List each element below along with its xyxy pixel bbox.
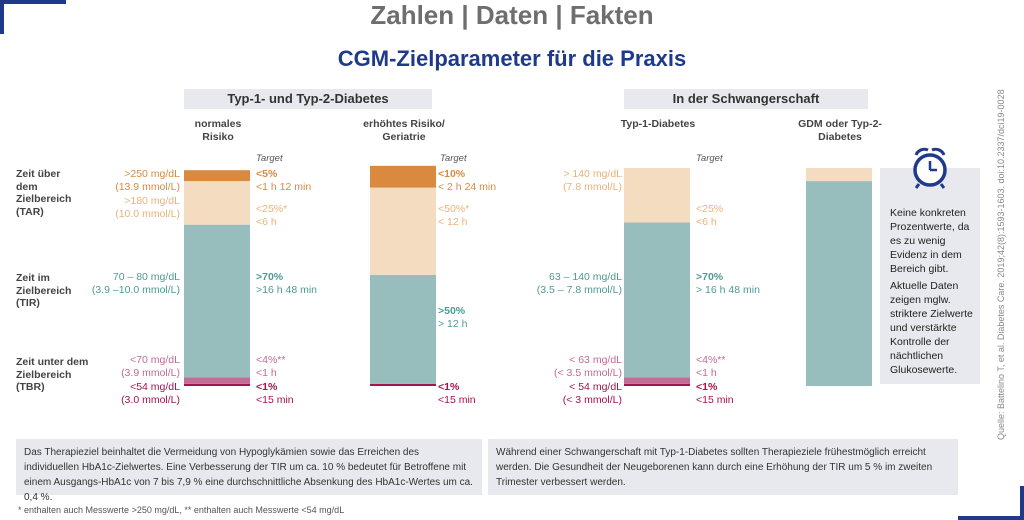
target-label: Target [256, 153, 283, 164]
target-normal-tbr-vlow: <1% <15 min [256, 381, 294, 406]
bar-segment [370, 187, 436, 275]
target-elevated-tar-high: <10% < 2 h 24 min [438, 168, 497, 193]
note-text-1: Keine konkreten Prozentwerte, da es zu w… [890, 207, 970, 275]
target-elevated-tir: >50% > 12 h [438, 305, 468, 330]
target-t1d-tir: >70% > 16 h 48 min [696, 271, 760, 296]
bar-segment [624, 377, 690, 384]
bar-segment [370, 274, 436, 384]
footnote: * enthalten auch Messwerte >250 mg/dL, *… [18, 505, 345, 515]
range-label-tar-low: >180 mg/dL (10.0 mmol/L) [115, 195, 180, 220]
bar-segment [624, 168, 690, 223]
target-normal-tar-high: <5% <1 h 12 min [256, 168, 312, 193]
target-normal-tar-low: <25%* <6 h [256, 203, 288, 228]
row-label-tbr: Zeit unter dem Zielbereich (TBR) [16, 356, 89, 393]
row-label-tar: Zeit über dem Zielbereich (TAR) [16, 168, 72, 218]
corner-decoration-bottom-right [958, 486, 1024, 520]
corner-decoration-top-left [0, 0, 66, 34]
alarm-clock-icon [913, 147, 947, 189]
bar-segment [184, 383, 250, 386]
bar-segment [370, 383, 436, 386]
range-label-preg-tir: 63 – 140 mg/dL (3.5 – 7.8 mmol/L) [536, 271, 622, 296]
column-header-normal-risk: normales Risiko [194, 118, 242, 143]
target-normal-tbr-low: <4%** <1 h [256, 354, 286, 379]
bar-segment [184, 377, 250, 384]
source-citation: Quelle: Battelino T, et al. Diabetes Car… [996, 89, 1006, 440]
target-elevated-tbr-vlow: <1% <15 min [438, 381, 476, 406]
range-label-preg-tbr-vlow: < 54 mg/dL (< 3 mmol/L) [562, 381, 622, 406]
column-header-gdm: GDM oder Typ-2-Diabetes [798, 118, 882, 143]
range-label-preg-tar: > 140 mg/dL (7.8 mmol/L) [563, 168, 622, 193]
bar-segment [184, 224, 250, 378]
group-header-pregnancy: In der Schwangerschaft [624, 89, 868, 109]
chart-title: CGM-Zielparameter für die Praxis [337, 46, 687, 71]
range-label-tbr-low: <70 mg/dL (3.9 mmol/L) [121, 354, 180, 379]
target-t1d-tbr-vlow: <1% <15 min [696, 381, 734, 406]
bar-segment [806, 181, 872, 386]
bar-segment [184, 181, 250, 225]
target-t1d-tar: <25% <6 h [696, 203, 724, 228]
range-label-tbr-vlow: <54 mg/dL (3.0 mmol/L) [121, 381, 180, 406]
target-label: Target [696, 153, 723, 164]
evidence-note-box: Keine konkreten Prozentwerte, da es zu w… [880, 147, 980, 384]
group-header-diabetes: Typ-1- und Typ-2-Diabetes [184, 89, 432, 109]
range-label-preg-tbr-low: < 63 mg/dL (< 3.5 mmol/L) [554, 354, 622, 379]
note-text-2: Aktuelle Daten zeigen mglw. striktere Zi… [890, 280, 973, 376]
bar-segment [806, 168, 872, 182]
bar-segment [184, 170, 250, 182]
range-label-tir: 70 – 80 mg/dL (3.9 –10.0 mmol/L) [91, 271, 180, 296]
bar-segment [624, 222, 690, 378]
bar-segment [370, 165, 436, 188]
target-elevated-tar-low: <50%* < 12 h [438, 203, 470, 228]
column-header-type1: Typ-1-Diabetes [620, 118, 696, 130]
target-t1d-tbr-low: <4%** <1 h [696, 354, 726, 379]
target-label: Target [440, 153, 467, 164]
page-title: Zahlen | Daten | Fakten [370, 0, 654, 30]
range-label-tar-high: >250 mg/dL (13.9 mmol/L) [115, 168, 180, 193]
target-normal-tir: >70% >16 h 48 min [256, 271, 318, 296]
bar-segment [624, 383, 690, 386]
footer-text-pregnancy: Während einer Schwangerschaft mit Typ-1-… [488, 439, 958, 495]
row-label-tir: Zeit im Zielbereich (TIR) [16, 272, 72, 309]
column-header-elevated-risk: erhöhtes Risiko/ Geriatrie [363, 118, 445, 143]
footer-text-diabetes: Das Therapieziel beinhaltet die Vermeidu… [16, 439, 482, 503]
